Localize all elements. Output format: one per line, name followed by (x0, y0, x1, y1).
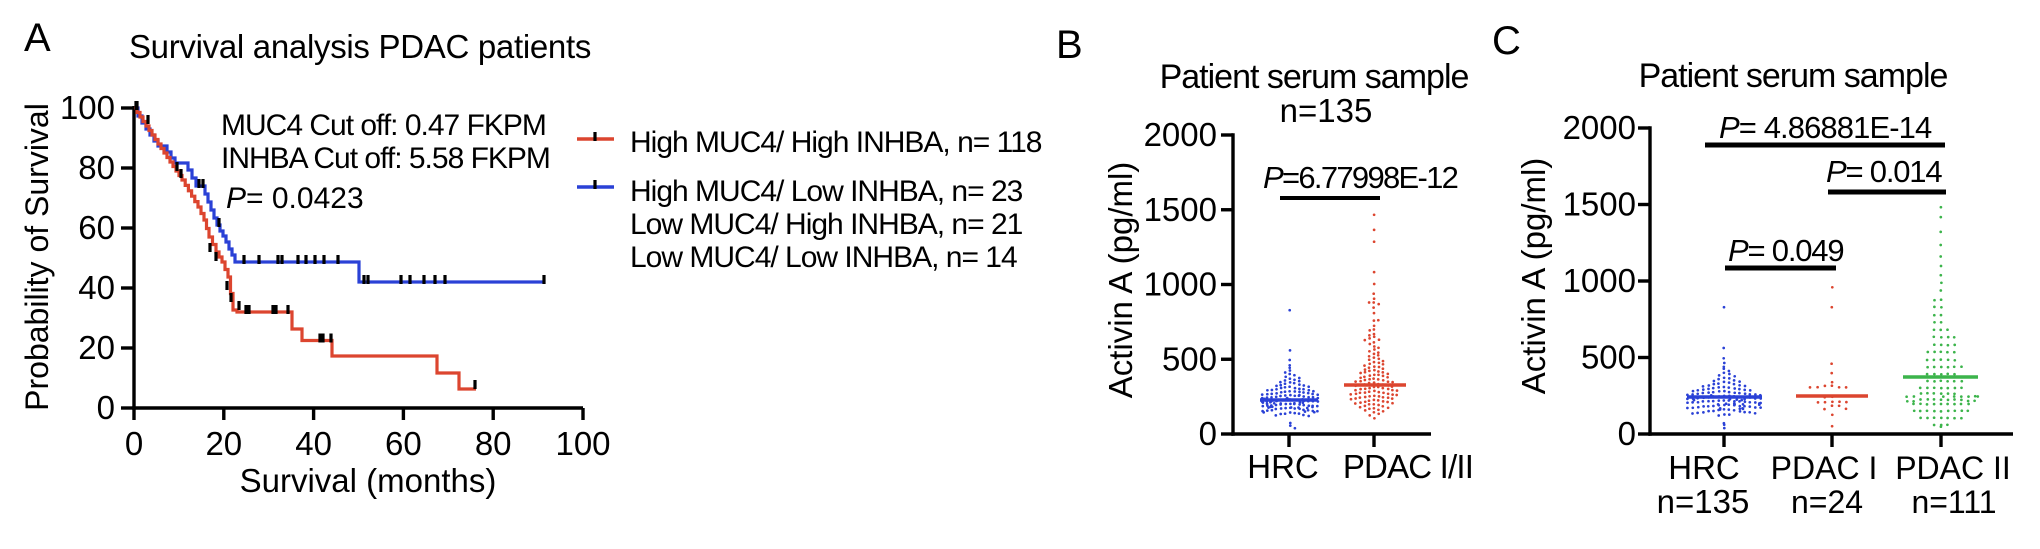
svg-text:2000: 2000 (1563, 109, 1636, 146)
svg-text:20: 20 (78, 329, 115, 366)
svg-text:P= 0.049: P= 0.049 (1728, 233, 1843, 268)
svg-text:B: B (1056, 23, 1083, 67)
svg-text:500: 500 (1581, 339, 1636, 376)
svg-text:Survival (months): Survival (months) (240, 462, 497, 499)
svg-text:80: 80 (78, 149, 115, 186)
svg-text:P= 0.0423: P= 0.0423 (226, 182, 364, 215)
svg-text:PDAC I/II: PDAC I/II (1343, 448, 1473, 485)
svg-text:n=111: n=111 (1911, 484, 1996, 520)
svg-text:HRC: HRC (1668, 449, 1740, 486)
svg-text:60: 60 (78, 209, 115, 246)
svg-text:Low MUC4/ Low INHBA, n= 14: Low MUC4/ Low INHBA, n= 14 (630, 241, 1017, 274)
svg-text:Activin A (pg/ml): Activin A (pg/ml) (1515, 158, 1552, 395)
svg-text:500: 500 (1162, 340, 1217, 377)
svg-text:P= 4.86881E-14: P= 4.86881E-14 (1719, 110, 1932, 145)
svg-text:100: 100 (555, 425, 610, 462)
svg-text:PDAC II: PDAC II (1895, 450, 2011, 486)
svg-text:Patient serum sample: Patient serum sample (1160, 58, 1469, 96)
svg-text:100: 100 (60, 89, 115, 126)
svg-text:40: 40 (78, 269, 115, 306)
svg-text:HRC: HRC (1247, 448, 1319, 485)
svg-text:60: 60 (385, 425, 422, 462)
svg-text:0: 0 (1618, 415, 1636, 452)
svg-text:1000: 1000 (1563, 262, 1636, 299)
svg-text:High MUC4/ High INHBA, n= 118: High MUC4/ High INHBA, n= 118 (630, 126, 1042, 159)
svg-text:Low MUC4/ High INHBA, n= 21: Low MUC4/ High INHBA, n= 21 (630, 208, 1023, 241)
svg-text:n=135: n=135 (1657, 483, 1750, 520)
svg-text:1000: 1000 (1144, 266, 1217, 303)
svg-text:0: 0 (97, 389, 115, 426)
svg-text:n=24: n=24 (1791, 484, 1863, 520)
svg-text:80: 80 (475, 425, 512, 462)
svg-text:MUC4 Cut off: 0.47 FKPM: MUC4 Cut off: 0.47 FKPM (221, 109, 546, 142)
svg-text:n=135: n=135 (1280, 92, 1373, 129)
svg-text:INHBA Cut off: 5.58 FKPM: INHBA Cut off: 5.58 FKPM (221, 142, 550, 175)
svg-text:1500: 1500 (1144, 191, 1217, 228)
svg-text:0: 0 (1199, 415, 1217, 452)
svg-text:A: A (24, 16, 51, 60)
svg-text:P= 0.014: P= 0.014 (1826, 154, 1942, 189)
svg-text:High MUC4/ Low INHBA, n= 23: High MUC4/ Low INHBA, n= 23 (630, 175, 1023, 208)
svg-text:Probability of Survival: Probability of Survival (19, 103, 55, 411)
svg-text:1500: 1500 (1563, 186, 1636, 223)
svg-text:40: 40 (295, 425, 332, 462)
svg-text:Survival analysis PDAC patient: Survival analysis PDAC patients (129, 28, 591, 65)
svg-text:PDAC I: PDAC I (1771, 450, 1878, 486)
svg-text:C: C (1492, 19, 1521, 63)
svg-text:20: 20 (205, 425, 242, 462)
svg-text:Activin A (pg/ml): Activin A (pg/ml) (1102, 162, 1139, 399)
svg-text:0: 0 (125, 425, 143, 462)
svg-text:2000: 2000 (1144, 116, 1217, 153)
svg-text:P=6.77998E-12: P=6.77998E-12 (1263, 160, 1458, 195)
svg-text:Patient serum sample: Patient serum sample (1639, 57, 1948, 95)
